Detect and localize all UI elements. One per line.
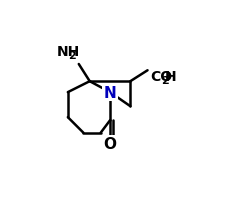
Text: CO: CO [150,69,172,83]
Text: 2: 2 [68,51,76,61]
Text: NH: NH [57,45,80,59]
Text: 2: 2 [161,75,169,85]
Text: N: N [104,85,116,100]
Text: O: O [103,137,116,152]
Text: H: H [165,69,176,83]
